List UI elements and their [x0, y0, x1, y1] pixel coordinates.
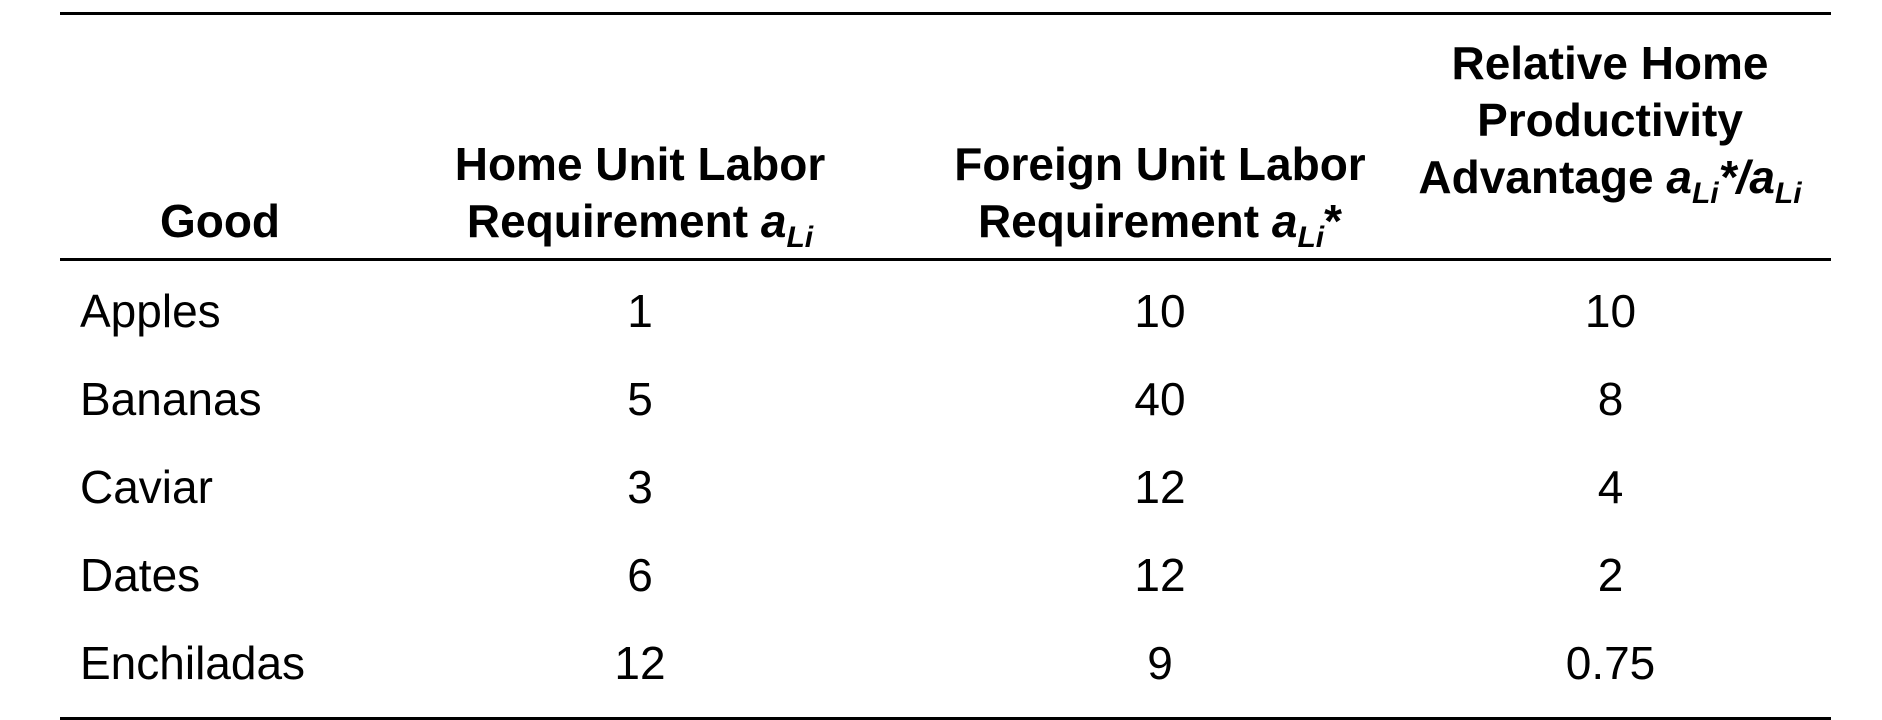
table-body: Apples 1 10 10 Bananas 5 40 8 Caviar 3 1… [60, 261, 1831, 717]
cell-home: 1 [627, 285, 653, 337]
cell-relative: 0.75 [1565, 637, 1656, 689]
cell-home: 12 [614, 637, 666, 689]
cell-relative: 8 [1597, 373, 1624, 425]
cell-home: 6 [627, 549, 653, 601]
cell-relative: 10 [1584, 285, 1637, 337]
cell-good: Bananas [80, 373, 262, 425]
table-row: Enchiladas 12 9 0.75 [60, 619, 1831, 707]
cell-foreign: 9 [1147, 637, 1173, 689]
cell-relative: 4 [1597, 461, 1624, 513]
cell-good: Dates [80, 549, 201, 601]
header-rule [60, 258, 1831, 261]
cell-good: Apples [80, 285, 221, 337]
cell-foreign: 10 [1134, 285, 1186, 337]
header-home-unit-labor: Home Unit Labor Requirement aLi [454, 138, 826, 254]
header-good: Good [159, 195, 281, 247]
cell-good: Caviar [80, 461, 213, 513]
cell-relative: 2 [1597, 549, 1624, 601]
table-header: Good Home Unit Labor Requirement aLi For… [60, 15, 1831, 258]
header-relative-productivity: Relative Home Productivity Advantage aLi… [1418, 37, 1802, 210]
header-foreign-unit-labor: Foreign Unit Labor Requirement aLi* [954, 138, 1366, 254]
labor-requirements-table: Good Home Unit Labor Requirement aLi For… [60, 12, 1831, 720]
table-row: Bananas 5 40 8 [60, 355, 1831, 443]
top-rule [60, 12, 1831, 15]
table-row: Caviar 3 12 4 [60, 443, 1831, 531]
table-row: Dates 6 12 2 [60, 531, 1831, 619]
cell-home: 3 [627, 461, 653, 513]
cell-foreign: 12 [1134, 461, 1186, 513]
cell-foreign: 40 [1134, 373, 1186, 425]
cell-home: 5 [627, 373, 653, 425]
cell-good: Enchiladas [80, 637, 306, 689]
table-row: Apples 1 10 10 [60, 267, 1831, 355]
cell-foreign: 12 [1134, 549, 1186, 601]
